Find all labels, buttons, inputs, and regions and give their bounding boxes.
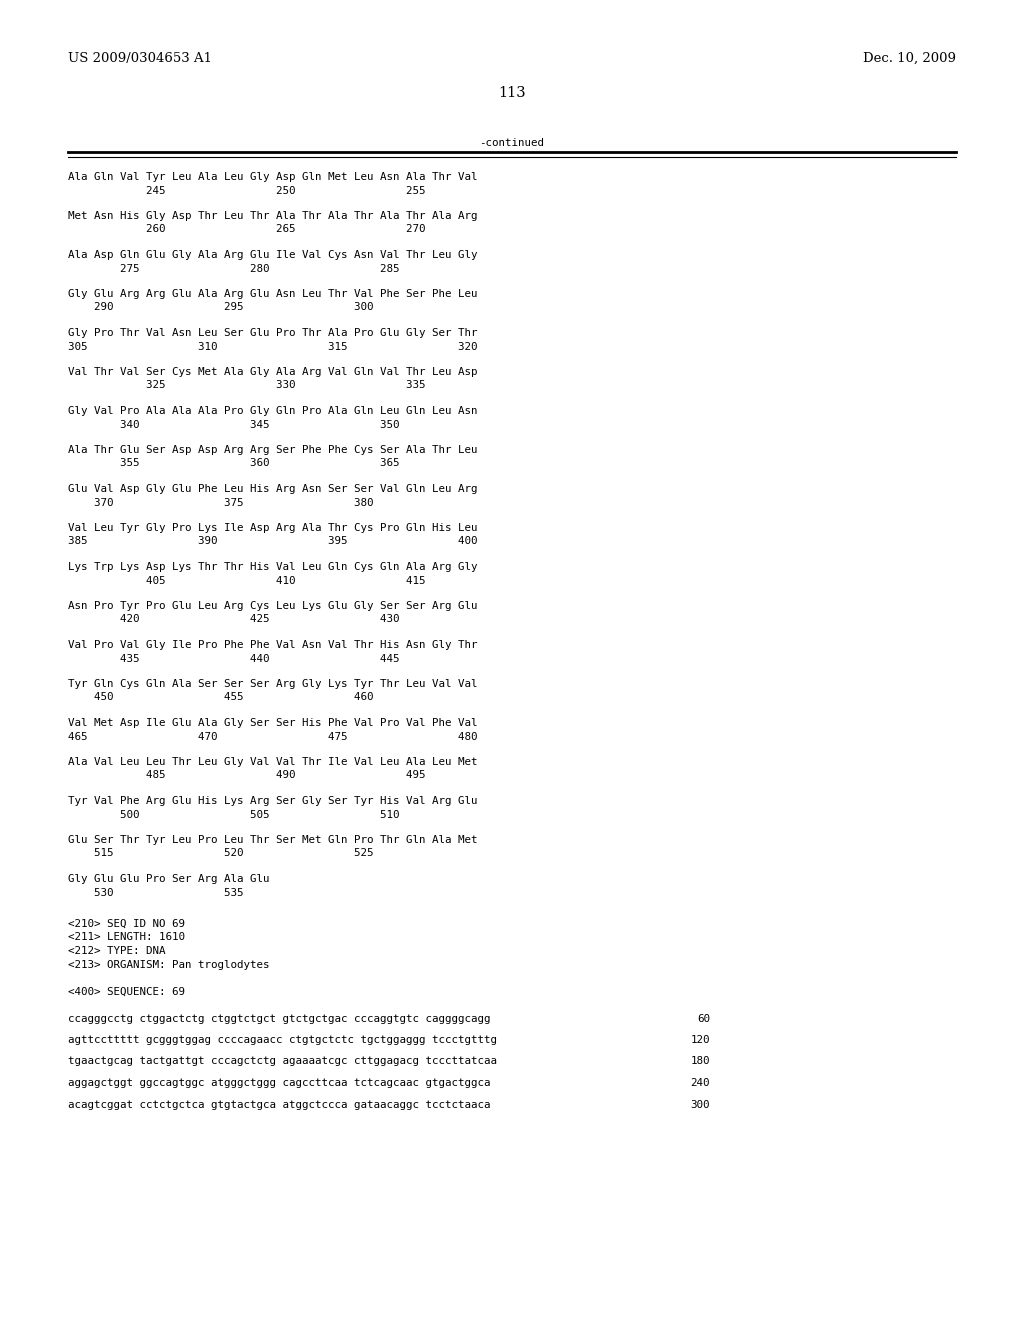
Text: Dec. 10, 2009: Dec. 10, 2009 bbox=[863, 51, 956, 65]
Text: Met Asn His Gly Asp Thr Leu Thr Ala Thr Ala Thr Ala Thr Ala Arg: Met Asn His Gly Asp Thr Leu Thr Ala Thr … bbox=[68, 211, 477, 220]
Text: Tyr Gln Cys Gln Ala Ser Ser Ser Arg Gly Lys Tyr Thr Leu Val Val: Tyr Gln Cys Gln Ala Ser Ser Ser Arg Gly … bbox=[68, 678, 477, 689]
Text: 465                 470                 475                 480: 465 470 475 480 bbox=[68, 731, 477, 742]
Text: 385                 390                 395                 400: 385 390 395 400 bbox=[68, 536, 477, 546]
Text: 113: 113 bbox=[499, 86, 525, 100]
Text: Val Thr Val Ser Cys Met Ala Gly Ala Arg Val Gln Val Thr Leu Asp: Val Thr Val Ser Cys Met Ala Gly Ala Arg … bbox=[68, 367, 477, 378]
Text: 405                 410                 415: 405 410 415 bbox=[68, 576, 426, 586]
Text: agttccttttt gcgggtggag ccccagaacc ctgtgctctc tgctggaggg tccctgtttg: agttccttttt gcgggtggag ccccagaacc ctgtgc… bbox=[68, 1035, 497, 1045]
Text: Gly Pro Thr Val Asn Leu Ser Glu Pro Thr Ala Pro Glu Gly Ser Thr: Gly Pro Thr Val Asn Leu Ser Glu Pro Thr … bbox=[68, 327, 477, 338]
Text: Ala Thr Glu Ser Asp Asp Arg Arg Ser Phe Phe Cys Ser Ala Thr Leu: Ala Thr Glu Ser Asp Asp Arg Arg Ser Phe … bbox=[68, 445, 477, 455]
Text: aggagctggt ggccagtggc atgggctggg cagccttcaa tctcagcaac gtgactggca: aggagctggt ggccagtggc atgggctggg cagcctt… bbox=[68, 1078, 490, 1088]
Text: Val Met Asp Ile Glu Ala Gly Ser Ser His Phe Val Pro Val Phe Val: Val Met Asp Ile Glu Ala Gly Ser Ser His … bbox=[68, 718, 477, 729]
Text: 370                 375                 380: 370 375 380 bbox=[68, 498, 374, 507]
Text: 325                 330                 335: 325 330 335 bbox=[68, 380, 426, 391]
Text: 60: 60 bbox=[697, 1014, 710, 1023]
Text: Glu Val Asp Gly Glu Phe Leu His Arg Asn Ser Ser Val Gln Leu Arg: Glu Val Asp Gly Glu Phe Leu His Arg Asn … bbox=[68, 484, 477, 494]
Text: tgaactgcag tactgattgt cccagctctg agaaaatcgc cttggagacg tcccttatcaa: tgaactgcag tactgattgt cccagctctg agaaaat… bbox=[68, 1056, 497, 1067]
Text: 485                 490                 495: 485 490 495 bbox=[68, 771, 426, 780]
Text: 450                 455                 460: 450 455 460 bbox=[68, 693, 374, 702]
Text: Gly Glu Glu Pro Ser Arg Ala Glu: Gly Glu Glu Pro Ser Arg Ala Glu bbox=[68, 874, 269, 884]
Text: Glu Ser Thr Tyr Leu Pro Leu Thr Ser Met Gln Pro Thr Gln Ala Met: Glu Ser Thr Tyr Leu Pro Leu Thr Ser Met … bbox=[68, 836, 477, 845]
Text: 435                 440                 445: 435 440 445 bbox=[68, 653, 399, 664]
Text: 240: 240 bbox=[690, 1078, 710, 1088]
Text: 120: 120 bbox=[690, 1035, 710, 1045]
Text: -continued: -continued bbox=[479, 139, 545, 148]
Text: 355                 360                 365: 355 360 365 bbox=[68, 458, 399, 469]
Text: Asn Pro Tyr Pro Glu Leu Arg Cys Leu Lys Glu Gly Ser Ser Arg Glu: Asn Pro Tyr Pro Glu Leu Arg Cys Leu Lys … bbox=[68, 601, 477, 611]
Text: 515                 520                 525: 515 520 525 bbox=[68, 849, 374, 858]
Text: <212> TYPE: DNA: <212> TYPE: DNA bbox=[68, 946, 166, 956]
Text: 420                 425                 430: 420 425 430 bbox=[68, 615, 399, 624]
Text: 305                 310                 315                 320: 305 310 315 320 bbox=[68, 342, 477, 351]
Text: <400> SEQUENCE: 69: <400> SEQUENCE: 69 bbox=[68, 986, 185, 997]
Text: Val Leu Tyr Gly Pro Lys Ile Asp Arg Ala Thr Cys Pro Gln His Leu: Val Leu Tyr Gly Pro Lys Ile Asp Arg Ala … bbox=[68, 523, 477, 533]
Text: 530                 535: 530 535 bbox=[68, 887, 244, 898]
Text: <213> ORGANISM: Pan troglodytes: <213> ORGANISM: Pan troglodytes bbox=[68, 960, 269, 969]
Text: Gly Val Pro Ala Ala Ala Pro Gly Gln Pro Ala Gln Leu Gln Leu Asn: Gly Val Pro Ala Ala Ala Pro Gly Gln Pro … bbox=[68, 407, 477, 416]
Text: 290                 295                 300: 290 295 300 bbox=[68, 302, 374, 313]
Text: 500                 505                 510: 500 505 510 bbox=[68, 809, 399, 820]
Text: Lys Trp Lys Asp Lys Thr Thr His Val Leu Gln Cys Gln Ala Arg Gly: Lys Trp Lys Asp Lys Thr Thr His Val Leu … bbox=[68, 562, 477, 572]
Text: Ala Val Leu Leu Thr Leu Gly Val Val Thr Ile Val Leu Ala Leu Met: Ala Val Leu Leu Thr Leu Gly Val Val Thr … bbox=[68, 756, 477, 767]
Text: Tyr Val Phe Arg Glu His Lys Arg Ser Gly Ser Tyr His Val Arg Glu: Tyr Val Phe Arg Glu His Lys Arg Ser Gly … bbox=[68, 796, 477, 807]
Text: 180: 180 bbox=[690, 1056, 710, 1067]
Text: Ala Asp Gln Glu Gly Ala Arg Glu Ile Val Cys Asn Val Thr Leu Gly: Ala Asp Gln Glu Gly Ala Arg Glu Ile Val … bbox=[68, 249, 477, 260]
Text: US 2009/0304653 A1: US 2009/0304653 A1 bbox=[68, 51, 212, 65]
Text: 340                 345                 350: 340 345 350 bbox=[68, 420, 399, 429]
Text: 260                 265                 270: 260 265 270 bbox=[68, 224, 426, 235]
Text: 275                 280                 285: 275 280 285 bbox=[68, 264, 399, 273]
Text: 300: 300 bbox=[690, 1100, 710, 1110]
Text: <211> LENGTH: 1610: <211> LENGTH: 1610 bbox=[68, 932, 185, 942]
Text: Ala Gln Val Tyr Leu Ala Leu Gly Asp Gln Met Leu Asn Ala Thr Val: Ala Gln Val Tyr Leu Ala Leu Gly Asp Gln … bbox=[68, 172, 477, 182]
Text: Val Pro Val Gly Ile Pro Phe Phe Val Asn Val Thr His Asn Gly Thr: Val Pro Val Gly Ile Pro Phe Phe Val Asn … bbox=[68, 640, 477, 649]
Text: Gly Glu Arg Arg Glu Ala Arg Glu Asn Leu Thr Val Phe Ser Phe Leu: Gly Glu Arg Arg Glu Ala Arg Glu Asn Leu … bbox=[68, 289, 477, 300]
Text: <210> SEQ ID NO 69: <210> SEQ ID NO 69 bbox=[68, 919, 185, 929]
Text: ccagggcctg ctggactctg ctggtctgct gtctgctgac cccaggtgtc caggggcagg: ccagggcctg ctggactctg ctggtctgct gtctgct… bbox=[68, 1014, 490, 1023]
Text: 245                 250                 255: 245 250 255 bbox=[68, 186, 426, 195]
Text: acagtcggat cctctgctca gtgtactgca atggctccca gataacaggc tcctctaaca: acagtcggat cctctgctca gtgtactgca atggctc… bbox=[68, 1100, 490, 1110]
